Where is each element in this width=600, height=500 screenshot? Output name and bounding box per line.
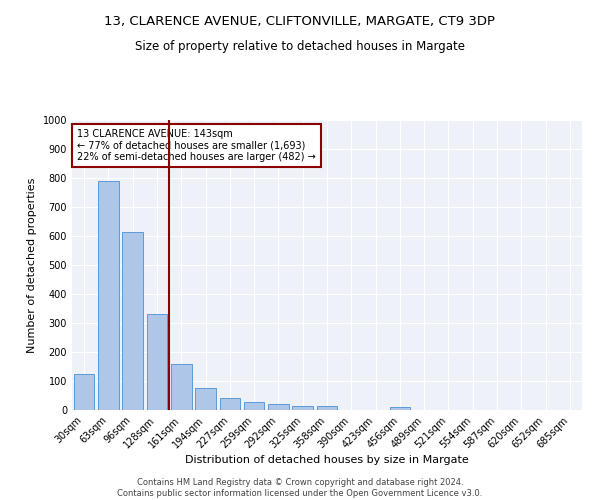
Bar [220, 398, 240, 410]
Bar [268, 404, 289, 410]
Bar [171, 364, 191, 410]
Y-axis label: Number of detached properties: Number of detached properties [27, 178, 37, 352]
Bar [146, 314, 167, 410]
Bar [244, 402, 265, 410]
Text: 13 CLARENCE AVENUE: 143sqm
← 77% of detached houses are smaller (1,693)
22% of s: 13 CLARENCE AVENUE: 143sqm ← 77% of deta… [77, 128, 316, 162]
X-axis label: Distribution of detached houses by size in Margate: Distribution of detached houses by size … [185, 456, 469, 466]
Bar [98, 181, 119, 410]
Bar [389, 407, 410, 410]
Text: Contains HM Land Registry data © Crown copyright and database right 2024.
Contai: Contains HM Land Registry data © Crown c… [118, 478, 482, 498]
Bar [74, 374, 94, 410]
Bar [122, 232, 143, 410]
Text: Size of property relative to detached houses in Margate: Size of property relative to detached ho… [135, 40, 465, 53]
Text: 13, CLARENCE AVENUE, CLIFTONVILLE, MARGATE, CT9 3DP: 13, CLARENCE AVENUE, CLIFTONVILLE, MARGA… [104, 15, 496, 28]
Bar [317, 406, 337, 410]
Bar [292, 406, 313, 410]
Bar [195, 388, 216, 410]
